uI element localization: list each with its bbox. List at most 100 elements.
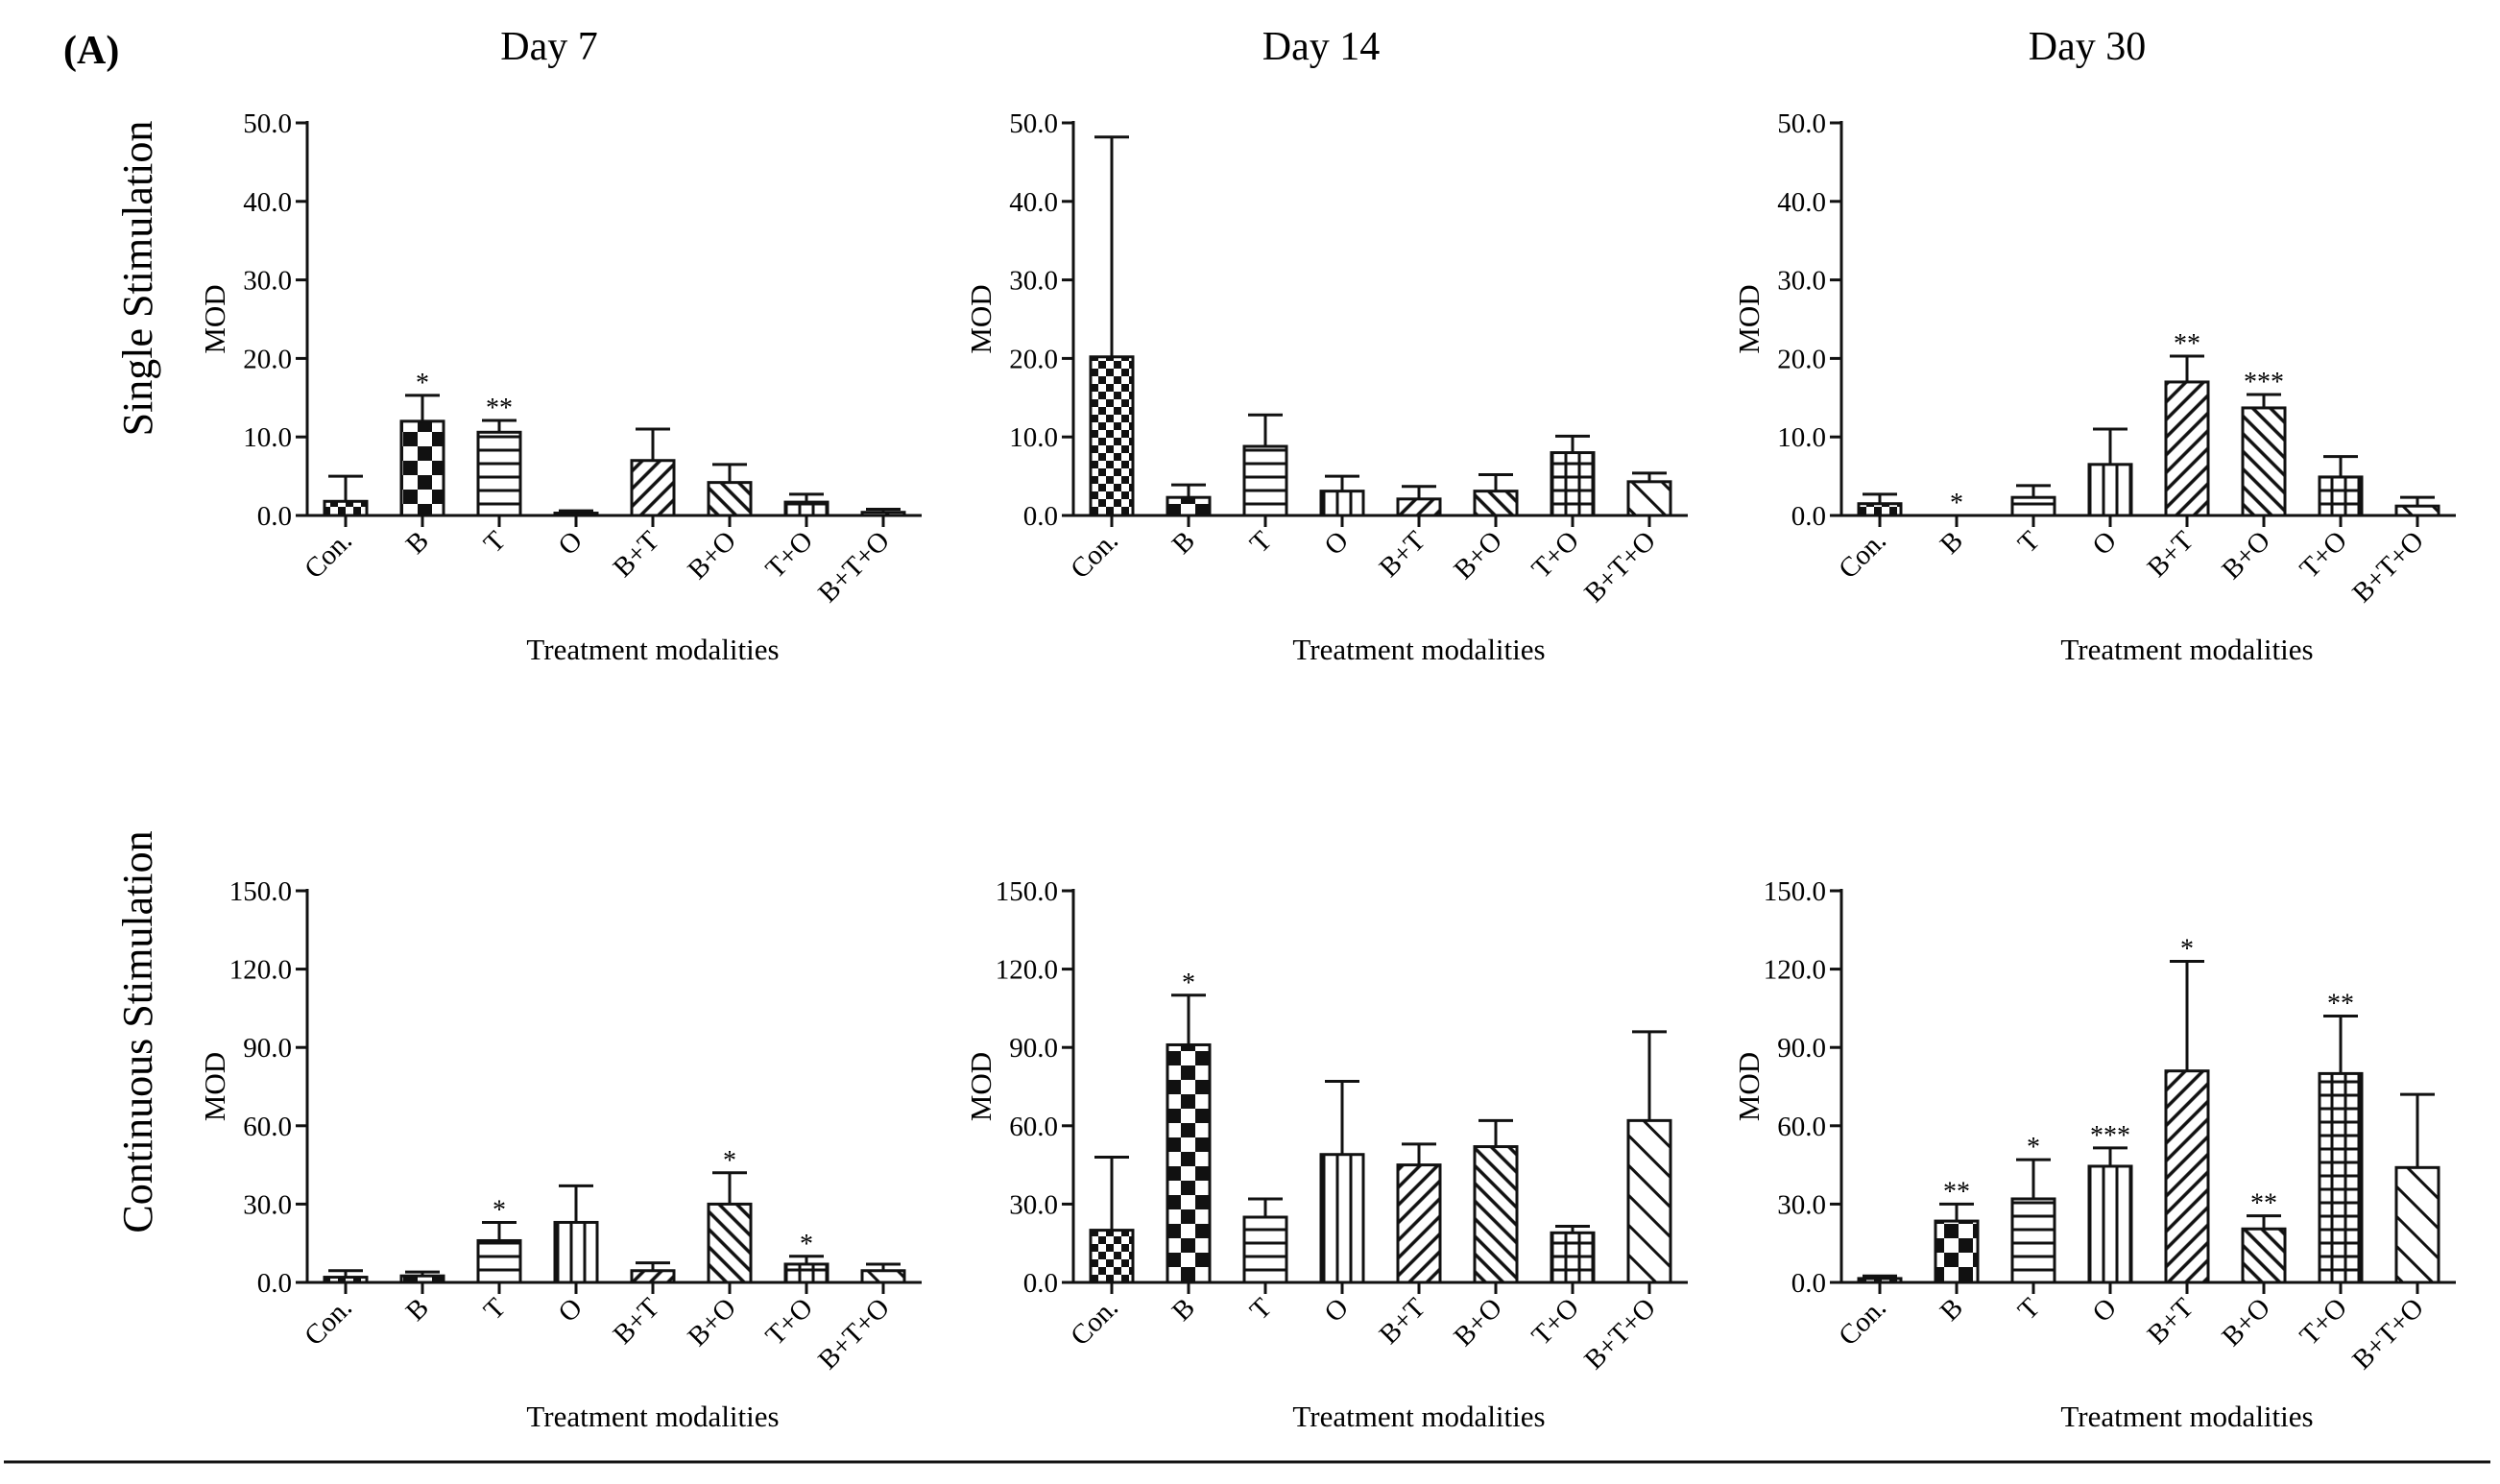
y-tick-label: 50.0 (243, 108, 292, 139)
x-tick-label: B+T (2142, 1292, 2200, 1351)
significance-marker: * (800, 1230, 813, 1259)
x-tick-label: Con. (299, 1292, 358, 1352)
y-tick-label: 40.0 (1009, 187, 1058, 218)
y-axis-label: MOD (1732, 284, 1766, 353)
chart-day-14-row-1: 0.0 30.0 60.0 90.0 120.0 150.0 MOD Con. B * T O B+T B… (964, 876, 1688, 1433)
chart-day-7-row-0: 0.0 10.0 20.0 30.0 40.0 50.0 MOD Con. B * T ** O B+T B… (198, 108, 922, 666)
y-tick-label: 30.0 (1009, 266, 1058, 297)
x-tick-label: B (1166, 525, 1201, 560)
y-tick-label: 60.0 (1777, 1112, 1826, 1142)
x-tick-label: B+T+O (812, 525, 896, 609)
bar-bto (1626, 1118, 1672, 1284)
y-tick-label: 20.0 (243, 344, 292, 374)
y-tick-label: 120.0 (229, 955, 292, 986)
x-tick-label: O (1319, 1292, 1355, 1328)
y-tick-label: 90.0 (1009, 1033, 1058, 1064)
x-tick-label: B+O (682, 1292, 742, 1352)
x-tick-label: B (400, 1292, 435, 1327)
x-tick-label: O (553, 1292, 589, 1328)
y-tick-label: 0.0 (1023, 501, 1058, 532)
significance-marker: * (2180, 934, 2194, 964)
bar-bo (2241, 406, 2287, 517)
x-tick-label: B (400, 525, 435, 560)
y-axis-label: MOD (198, 1052, 231, 1121)
significance-marker: * (493, 1195, 506, 1225)
x-tick-label: Con. (299, 525, 358, 585)
bar-con (323, 1276, 369, 1284)
y-tick-label: 30.0 (1009, 1189, 1058, 1220)
bar-b (399, 1274, 445, 1284)
x-tick-label: B+T+O (812, 1292, 896, 1376)
significance-marker: *** (2244, 368, 2284, 397)
y-axis-label: MOD (198, 284, 231, 353)
significance-marker: ** (486, 394, 513, 423)
x-tick-label: B (1935, 1292, 1969, 1327)
x-tick-label: B+O (1448, 525, 1508, 586)
y-tick-label: 40.0 (243, 187, 292, 218)
bar-con (1857, 1277, 1903, 1284)
significance-marker: *** (2090, 1121, 2130, 1151)
y-tick-label: 60.0 (243, 1112, 292, 1142)
x-tick-label: Con. (1065, 1292, 1124, 1352)
significance-marker: ** (2250, 1189, 2277, 1219)
x-axis-label: Treatment modalities (1292, 633, 1545, 666)
x-tick-label: B+O (2216, 525, 2276, 586)
bar-t (2010, 1197, 2056, 1284)
bar-t (476, 1238, 522, 1284)
x-tick-label: B+O (682, 525, 742, 586)
y-tick-label: 0.0 (257, 501, 292, 532)
significance-marker: * (1182, 969, 1195, 998)
bar-bto (1626, 480, 1672, 517)
y-axis-label: MOD (964, 284, 998, 353)
y-tick-label: 40.0 (1777, 187, 1826, 218)
significance-marker: ** (2174, 329, 2200, 359)
chart-day-14-row-0: 0.0 10.0 20.0 30.0 40.0 50.0 MOD Con. B T O B+T B+O T… (964, 108, 1688, 666)
bar-bo (707, 481, 753, 517)
bar-bt (1396, 1163, 1442, 1284)
chart-day-7-row-1: 0.0 30.0 60.0 90.0 120.0 150.0 MOD Con. B T * O B+T B… (198, 876, 922, 1433)
x-tick-label: T+O (1526, 525, 1585, 585)
bar-o (1319, 1153, 1365, 1284)
y-tick-label: 30.0 (243, 1189, 292, 1220)
x-axis-label: Treatment modalities (526, 1400, 779, 1433)
x-tick-label: T+O (759, 525, 819, 585)
x-tick-label: T (1244, 525, 1278, 559)
bar-to (783, 500, 829, 517)
y-tick-label: 0.0 (1791, 1268, 1826, 1299)
column-title-day-14: Day 14 (1262, 25, 1380, 69)
bar-bt (630, 1269, 676, 1284)
y-tick-label: 150.0 (1764, 876, 1826, 907)
y-tick-label: 10.0 (1009, 422, 1058, 453)
column-title-day-30: Day 30 (2029, 25, 2146, 69)
x-tick-label: B+T+O (1578, 525, 1662, 609)
x-tick-label: B+O (1448, 1292, 1508, 1352)
significance-marker: * (723, 1146, 736, 1176)
x-tick-label: T (1244, 1292, 1278, 1326)
x-tick-label: B+T (1374, 525, 1432, 584)
x-tick-label: B+T (608, 1292, 666, 1351)
bar-bto (2394, 504, 2440, 517)
x-tick-label: T+O (1526, 1292, 1585, 1352)
y-tick-label: 30.0 (1777, 1189, 1826, 1220)
y-tick-label: 150.0 (229, 876, 292, 907)
y-tick-label: 50.0 (1009, 108, 1058, 139)
x-tick-label: O (553, 525, 589, 561)
bar-b (1166, 495, 1212, 517)
column-title-day-7: Day 7 (500, 25, 597, 69)
x-tick-label: B (1166, 1292, 1201, 1327)
bar-o (2087, 1164, 2133, 1284)
bar-con (323, 499, 369, 517)
bar-bo (1473, 490, 1519, 517)
y-tick-label: 20.0 (1009, 344, 1058, 374)
y-tick-label: 150.0 (996, 876, 1058, 907)
x-tick-label: T (478, 1292, 512, 1326)
bar-bt (1396, 497, 1442, 517)
bar-bt (2164, 380, 2210, 517)
y-tick-label: 10.0 (243, 422, 292, 453)
x-axis-label: Treatment modalities (2060, 633, 2313, 666)
bar-o (553, 1220, 599, 1284)
bar-bto (860, 511, 906, 517)
y-tick-label: 90.0 (243, 1033, 292, 1064)
